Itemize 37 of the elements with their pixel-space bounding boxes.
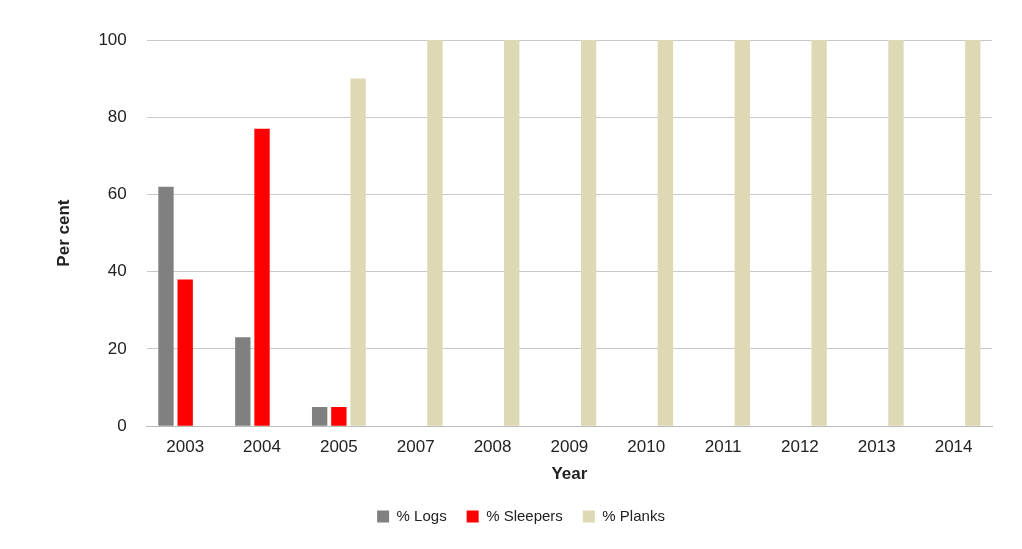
bar [965,40,981,426]
legend-label: % Planks [602,506,665,524]
x-tick-label: 2007 [396,437,435,457]
bar [504,40,520,426]
x-tick-label: 2012 [780,437,819,457]
x-tick-label: 2009 [550,437,589,457]
x-tick-label: 2013 [857,437,896,457]
bar [177,279,193,426]
bar [158,186,174,426]
x-tick-label: 2004 [243,437,281,457]
bar [734,40,750,426]
y-tick-label: 20 [107,338,127,358]
bar [811,40,827,426]
y-tick-label: 0 [117,415,127,435]
y-tick-label: 80 [107,106,127,126]
bar [888,40,904,426]
y-tick-label: 40 [107,261,127,281]
y-tick-label: 60 [107,184,127,204]
bar [657,40,674,426]
x-tick-label: 2008 [473,437,512,457]
bar [311,406,328,426]
x-tick-label: 2014 [934,437,973,457]
bar [350,78,366,426]
x-tick-label: 2003 [166,437,205,457]
bar [580,40,597,426]
y-axis-title: Per cent [53,199,73,267]
bar [331,406,347,426]
y-tick-label: 100 [98,29,127,49]
x-axis-title: Year [551,464,588,484]
bar [235,337,251,426]
legend-label: % Logs [396,506,447,524]
x-tick-label: 2010 [627,437,666,457]
bar [427,40,443,426]
x-tick-label: 2011 [704,437,742,457]
x-tick-label: 2005 [319,437,358,457]
bar [254,128,270,426]
legend-label: % Sleepers [486,506,563,524]
